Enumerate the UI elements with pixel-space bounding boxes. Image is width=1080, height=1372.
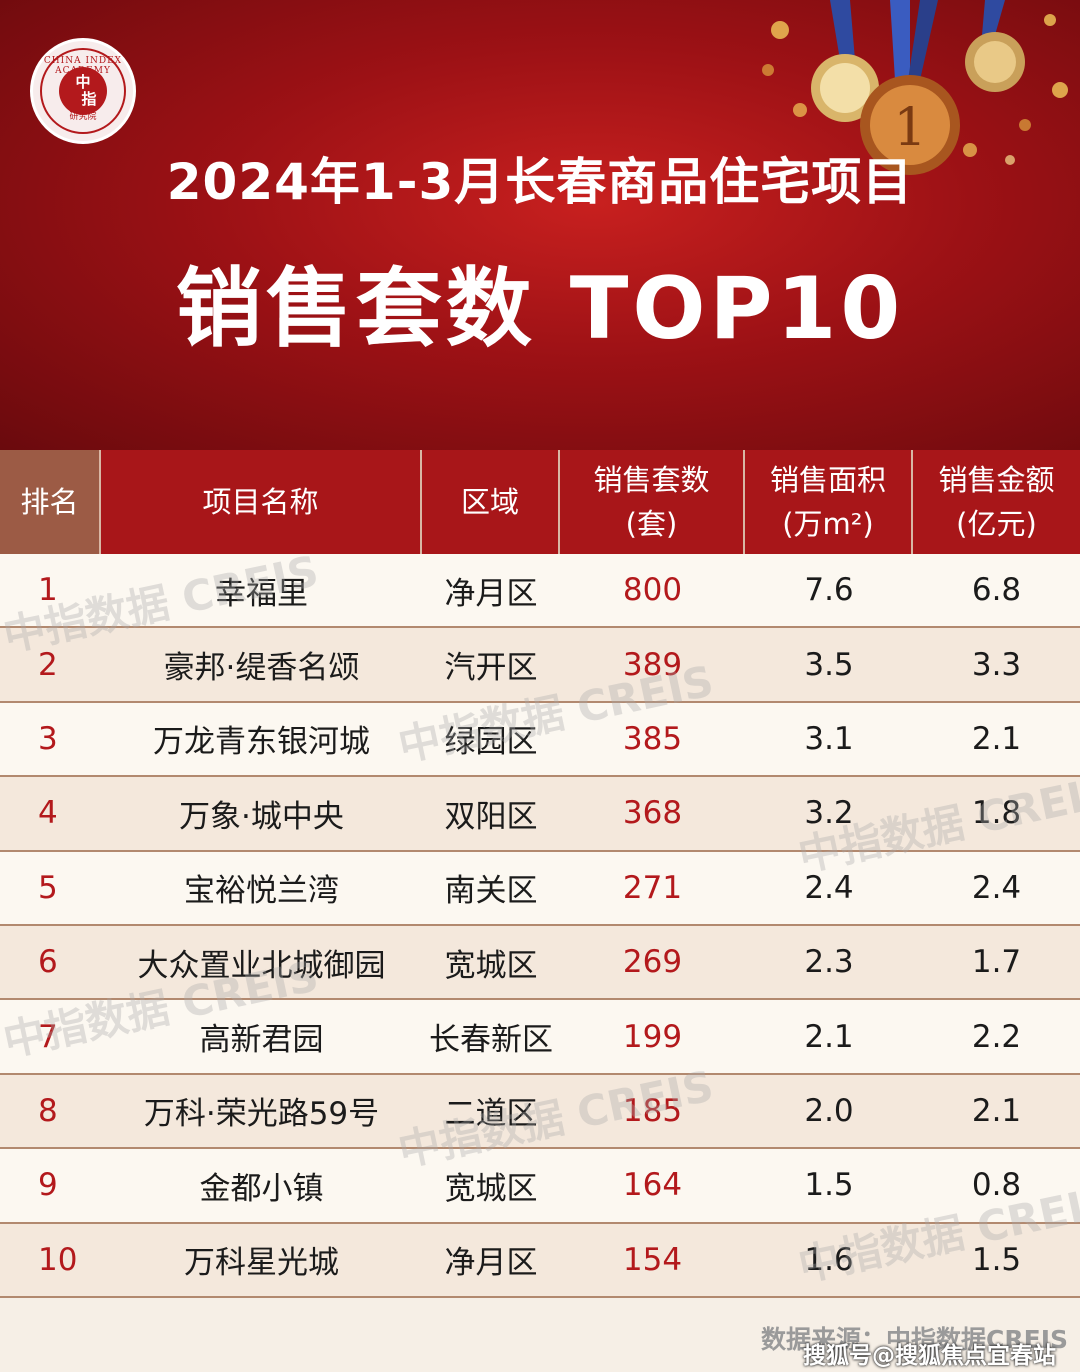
amount-cell: 2.4: [971, 869, 1022, 906]
area-cell: 1.6: [804, 1241, 854, 1278]
area-cell: 2.1: [804, 1018, 854, 1055]
project-name-cell: 万龙青东银河城: [153, 724, 370, 761]
table-row: 9 金都小镇 宽城区 164 1.5 0.8: [0, 1149, 1080, 1224]
area-cell: 1.5: [804, 1167, 854, 1204]
table-row: 2 豪邦·缇香名颂 汽开区 389 3.5 3.3: [0, 628, 1080, 703]
logo-bottom-text: 研究院: [69, 112, 97, 122]
project-name-cell: 万象·城中央: [179, 798, 344, 835]
table-row: 5 宝裕悦兰湾 南关区 271 2.4 2.4: [0, 851, 1080, 926]
amount-cell: 6.8: [971, 572, 1022, 609]
header-project-name: 项目名称: [101, 450, 422, 554]
rank-cell: 7: [38, 1018, 58, 1055]
table-row: 4 万象·城中央 双阳区 368 3.2 1.8: [0, 777, 1080, 852]
data-source-text: 数据来源：中指数据CREIS: [761, 1325, 1068, 1354]
units-cell: 800: [622, 572, 683, 609]
rank-cell: 10: [38, 1241, 78, 1278]
table-row: 7 高新君园 长春新区 199 2.1 2.2: [0, 1000, 1080, 1075]
table-row: 6 大众置业北城御园 宽城区 269 2.3 1.7: [0, 925, 1080, 1001]
table-row: 8 万科·荣光路59号 二道区 185 2.0 2.1: [0, 1074, 1080, 1150]
logo-core: 中 指: [59, 67, 107, 115]
project-name-cell: 大众置业北城御园: [137, 947, 386, 984]
district-cell: 汽开区: [444, 650, 538, 687]
table-body: 1 幸福里 净月区 800 7.6 6.8 2 豪邦·缇香名颂 汽开区 389 3.5 3.3 3 万龙青…: [0, 554, 1080, 1298]
project-name-cell: 幸福里: [215, 575, 308, 612]
units-cell: 199: [622, 1018, 683, 1055]
units-cell: 389: [622, 646, 683, 683]
units-cell: 385: [622, 720, 683, 757]
china-index-academy-logo: CHINA INDEX ACADEMY 中 指 研究院: [30, 38, 136, 144]
amount-cell: 2.1: [971, 720, 1022, 757]
units-cell: 269: [622, 944, 683, 981]
footer: 数据来源：中指数据CREIS 搜狐号@搜狐焦点宜春站: [0, 1300, 1080, 1372]
amount-cell: 2.2: [971, 1018, 1022, 1055]
table-header-row: 排名 项目名称 区域 销售套数 (套) 销售面积 (万m²) 销售金额 (亿元): [0, 450, 1080, 554]
rank-cell: 9: [38, 1167, 58, 1204]
area-cell: 3.5: [804, 646, 854, 683]
project-name-cell: 高新君园: [199, 1022, 324, 1059]
svg-text:1: 1: [893, 98, 926, 158]
header-rank: 排名: [0, 450, 101, 554]
district-cell: 净月区: [444, 575, 538, 612]
rank-cell: 6: [38, 944, 58, 981]
amount-cell: 1.8: [971, 795, 1022, 832]
district-cell: 净月区: [444, 1245, 538, 1282]
rank-cell: 8: [38, 1092, 58, 1129]
units-cell: 185: [622, 1092, 683, 1129]
project-name-cell: 豪邦·缇香名颂: [163, 650, 360, 687]
table-row: 1 幸福里 净月区 800 7.6 6.8: [0, 554, 1080, 629]
district-cell: 宽城区: [444, 1170, 538, 1207]
project-name-cell: 宝裕悦兰湾: [184, 873, 339, 910]
district-cell: 宽城区: [444, 947, 538, 984]
units-cell: 368: [622, 795, 683, 832]
district-cell: 双阳区: [444, 798, 538, 835]
amount-cell: 1.7: [971, 944, 1022, 981]
area-cell: 2.3: [804, 944, 854, 981]
table-row: 10 万科星光城 净月区 154 1.6 1.5: [0, 1223, 1080, 1298]
units-cell: 271: [622, 869, 683, 906]
header-banner: CHINA INDEX ACADEMY 中 指 研究院 1: [0, 0, 1080, 450]
amount-cell: 3.3: [971, 646, 1022, 683]
header-district: 区域: [422, 450, 560, 554]
rank-cell: 5: [38, 869, 58, 906]
header-area-sold: 销售面积 (万m²): [745, 450, 913, 554]
area-cell: 3.2: [804, 795, 854, 832]
amount-cell: 2.1: [971, 1092, 1022, 1129]
amount-cell: 0.8: [971, 1167, 1022, 1204]
header-amount-sold: 销售金额 (亿元): [938, 463, 1055, 541]
rank-cell: 2: [38, 646, 58, 683]
project-name-cell: 万科星光城: [184, 1245, 339, 1282]
publisher-credit: 搜狐号@搜狐焦点宜春站: [803, 1343, 1056, 1369]
title-line-2: 销售套数 TOP10: [175, 259, 905, 359]
area-cell: 7.6: [804, 572, 854, 609]
project-name-cell: 万科·荣光路59号: [143, 1096, 380, 1133]
area-cell: 2.4: [804, 869, 854, 906]
district-cell: 二道区: [444, 1096, 538, 1133]
header-units-sold: 销售套数 (套): [560, 450, 745, 554]
amount-cell: 1.5: [971, 1241, 1022, 1278]
rank-cell: 3: [38, 720, 58, 757]
district-cell: 长春新区: [429, 1022, 553, 1059]
medals-icon: 1: [762, 0, 1068, 175]
ranking-table: 排名 项目名称 区域 销售套数 (套) 销售面积 (万m²) 销售金额 (亿元) 1 幸福里 净月区…: [0, 450, 1080, 1298]
rank-cell: 1: [38, 572, 58, 609]
units-cell: 154: [622, 1241, 683, 1278]
area-cell: 2.0: [804, 1092, 854, 1129]
area-cell: 3.1: [804, 720, 854, 757]
project-name-cell: 金都小镇: [199, 1170, 324, 1207]
district-cell: 南关区: [444, 873, 538, 910]
rank-cell: 4: [38, 795, 58, 832]
table-row: 3 万龙青东银河城 绿园区 385 3.1 2.1: [0, 702, 1080, 778]
title-line-1: 2024年1-3月长春商品住宅项目: [166, 153, 914, 211]
district-cell: 绿园区: [444, 724, 538, 761]
units-cell: 164: [622, 1167, 683, 1204]
